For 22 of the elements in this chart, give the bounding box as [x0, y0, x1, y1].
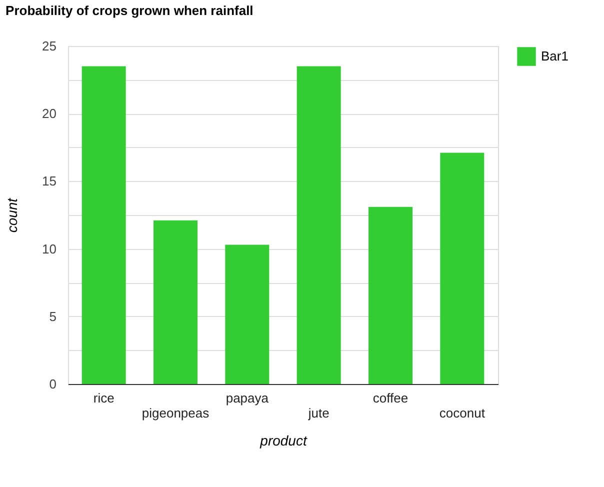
y-tick-label: 0	[49, 376, 56, 392]
x-tick-label: pigeonpeas	[142, 406, 210, 420]
x-tick-label: jute	[307, 406, 330, 420]
bar	[296, 66, 341, 384]
x-tick-label: papaya	[226, 390, 270, 406]
bar	[368, 206, 412, 384]
bar	[82, 66, 126, 384]
legend-label: Bar1	[541, 48, 568, 64]
x-tick-label: rice	[93, 390, 114, 406]
y-tick-label: 5	[49, 308, 56, 324]
bar	[154, 220, 198, 384]
x-axis-title: product	[259, 432, 308, 448]
y-tick-label: 10	[42, 241, 56, 256]
x-tick-label: coffee	[372, 390, 408, 406]
bar	[440, 152, 484, 384]
x-tick-label: coconut	[439, 406, 486, 420]
y-axis-title: count	[4, 197, 20, 233]
y-tick-label: 15	[42, 174, 56, 189]
y-tick-label: 25	[42, 38, 56, 54]
bar	[225, 244, 270, 384]
y-tick-label: 20	[42, 106, 56, 122]
chart-title: Probability of crops grown when rainfall	[6, 3, 254, 18]
